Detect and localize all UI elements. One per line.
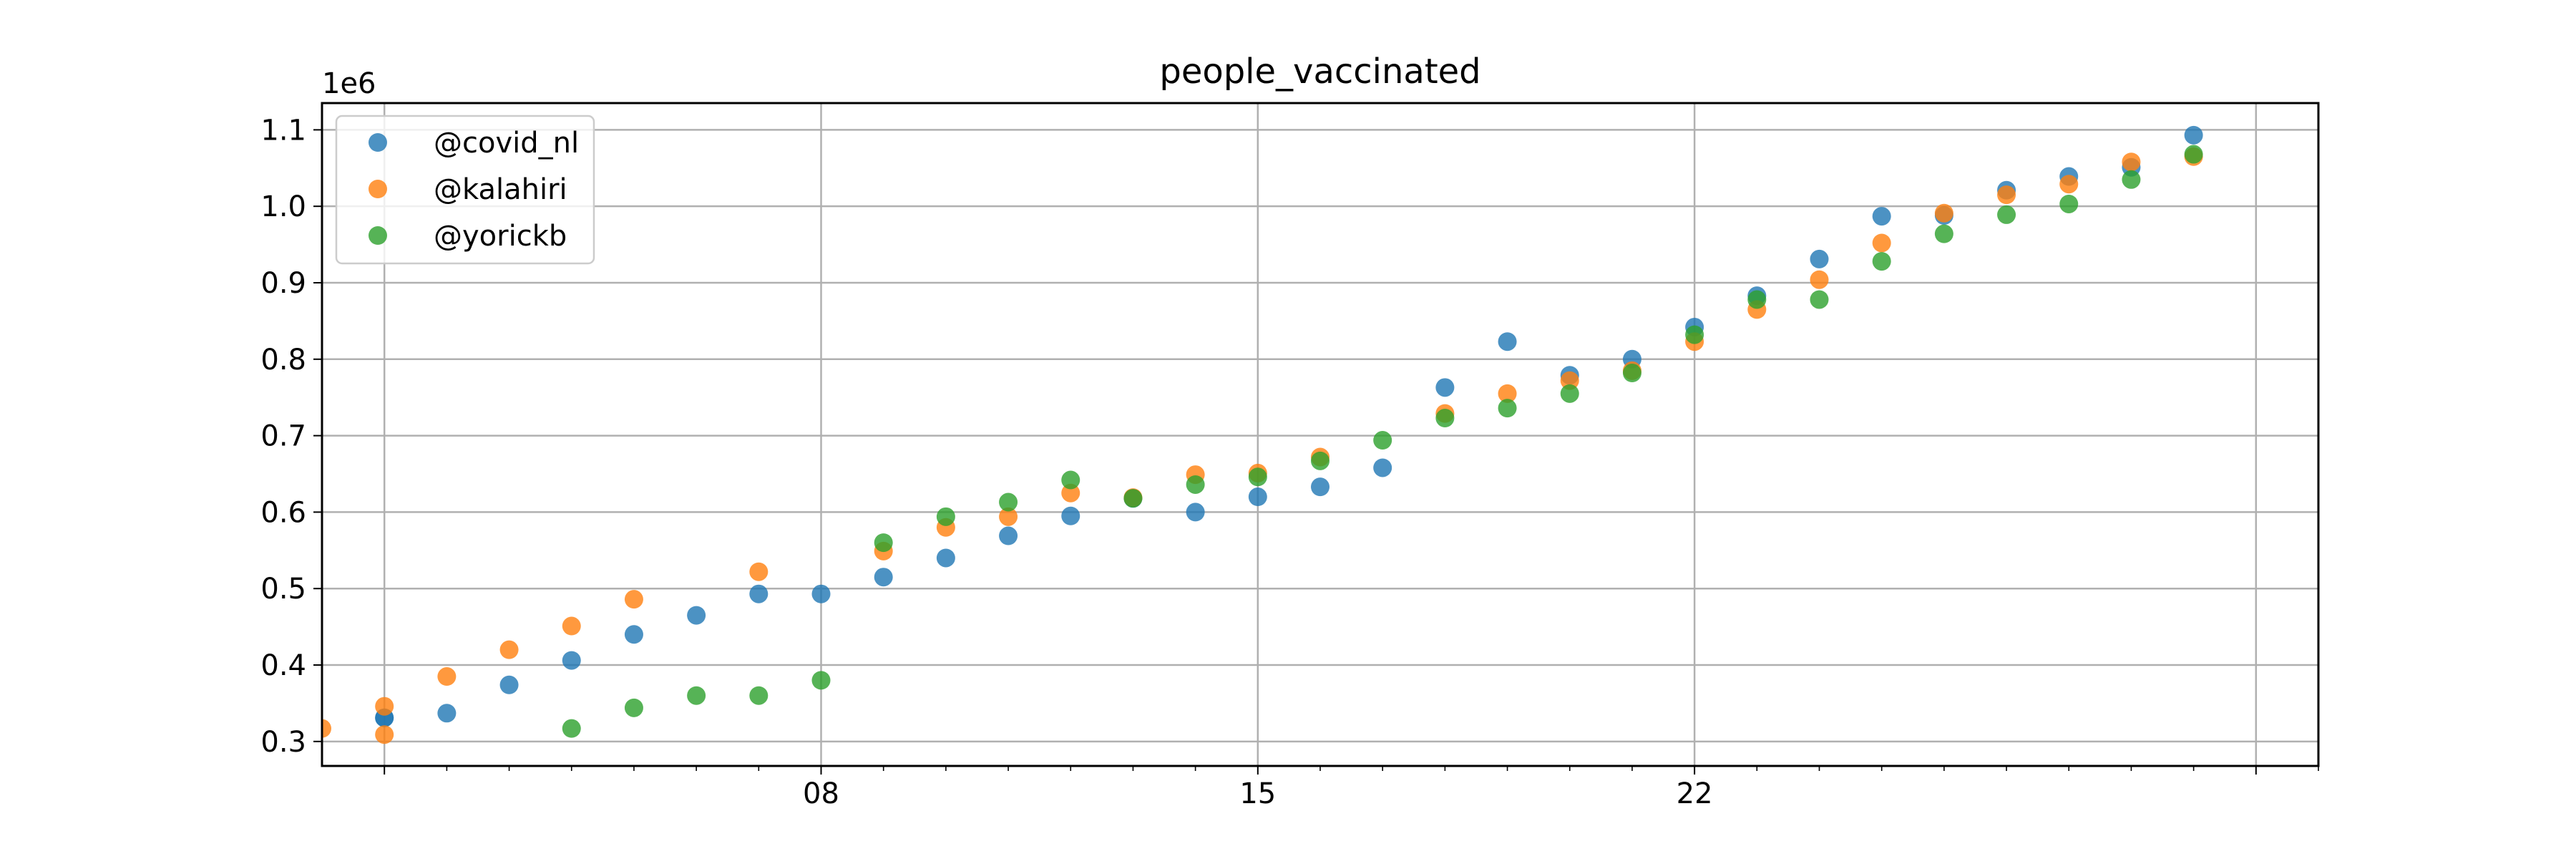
data-point <box>1872 233 1891 253</box>
data-point <box>2122 170 2141 189</box>
data-point <box>936 548 955 568</box>
data-point <box>562 651 581 670</box>
data-point <box>749 562 769 581</box>
data-point <box>562 719 581 738</box>
data-point <box>499 675 519 694</box>
data-point <box>1685 325 1704 344</box>
data-point <box>1248 467 1267 487</box>
data-point <box>1373 431 1392 450</box>
data-point <box>1498 332 1517 351</box>
y-tick-label: 0.6 <box>260 496 306 529</box>
data-point <box>1498 384 1517 403</box>
data-point <box>562 616 581 636</box>
y-tick-label: 0.7 <box>260 420 306 453</box>
x-tick-label: 15 <box>1239 777 1276 810</box>
data-point <box>1747 290 1767 309</box>
data-point <box>1498 399 1517 418</box>
y-tick-label: 0.5 <box>260 573 306 606</box>
x-tick-label: 08 <box>803 777 839 810</box>
data-point <box>1061 506 1080 525</box>
data-point <box>1373 458 1392 477</box>
y-axis-offset-label: 1e6 <box>322 67 376 100</box>
data-point <box>1810 249 1829 268</box>
legend: @covid_nl @kalahiri @yorickb <box>335 115 595 265</box>
data-point <box>1622 364 1641 383</box>
data-point <box>874 568 893 587</box>
data-point <box>2059 175 2079 194</box>
scatter-points <box>322 125 2203 744</box>
data-point <box>1997 185 2016 205</box>
legend-label: @yorickb <box>434 220 567 253</box>
data-point <box>1186 475 1205 494</box>
legend-label: @kalahiri <box>434 173 567 206</box>
y-tick-label: 1.1 <box>260 114 306 147</box>
data-point <box>999 526 1018 545</box>
data-point <box>687 686 706 705</box>
legend-box <box>335 115 595 265</box>
data-point <box>322 719 331 738</box>
data-point <box>2059 194 2079 213</box>
data-point <box>1810 290 1829 309</box>
y-tick-label: 0.4 <box>260 649 306 682</box>
data-point <box>1435 409 1455 428</box>
data-point <box>624 698 643 717</box>
data-point <box>999 507 1018 526</box>
data-point <box>811 584 831 603</box>
data-point <box>437 704 457 723</box>
data-point <box>687 606 706 625</box>
data-point <box>874 533 893 553</box>
data-point <box>1560 371 1579 390</box>
data-point <box>375 697 394 716</box>
data-point <box>2184 125 2203 145</box>
data-point <box>1560 384 1579 403</box>
data-point <box>1061 483 1080 503</box>
data-point <box>1997 205 2016 224</box>
data-point <box>1435 378 1455 397</box>
data-point <box>1186 503 1205 522</box>
data-point <box>624 625 643 644</box>
data-point <box>499 640 519 659</box>
y-tick-label: 0.9 <box>260 267 306 300</box>
chart-title: people_vaccinated <box>1159 52 1480 92</box>
x-tick-label: 22 <box>1677 777 1713 810</box>
data-point <box>999 492 1018 512</box>
legend-label: @covid_nl <box>434 127 579 160</box>
legend-marker <box>369 133 387 152</box>
data-point <box>1872 252 1891 271</box>
data-point <box>1872 207 1891 226</box>
data-point <box>1123 489 1143 508</box>
data-point <box>2184 145 2203 164</box>
data-point <box>375 725 394 744</box>
data-point <box>811 671 831 690</box>
data-point <box>1810 270 1829 289</box>
y-tick-label: 0.8 <box>260 344 306 377</box>
data-point <box>437 667 457 686</box>
legend-marker <box>369 226 387 245</box>
y-tick-label: 0.3 <box>260 726 306 759</box>
data-point <box>1934 203 1953 223</box>
data-point <box>1934 224 1953 243</box>
data-point <box>1311 451 1330 470</box>
grid <box>322 103 2318 766</box>
data-point <box>749 686 769 705</box>
data-point <box>624 590 643 609</box>
data-point <box>1061 470 1080 490</box>
data-point <box>936 507 955 526</box>
legend-marker <box>369 180 387 198</box>
axis-ticks: 0.3 0.4 0.5 0.6 0.7 0.8 0.9 1.0 1.1 08 15 22 <box>260 114 2319 810</box>
data-point <box>2122 152 2141 172</box>
y-tick-label: 1.0 <box>260 190 306 223</box>
data-point <box>1311 477 1330 497</box>
data-point <box>749 584 769 603</box>
data-point <box>1248 487 1267 507</box>
